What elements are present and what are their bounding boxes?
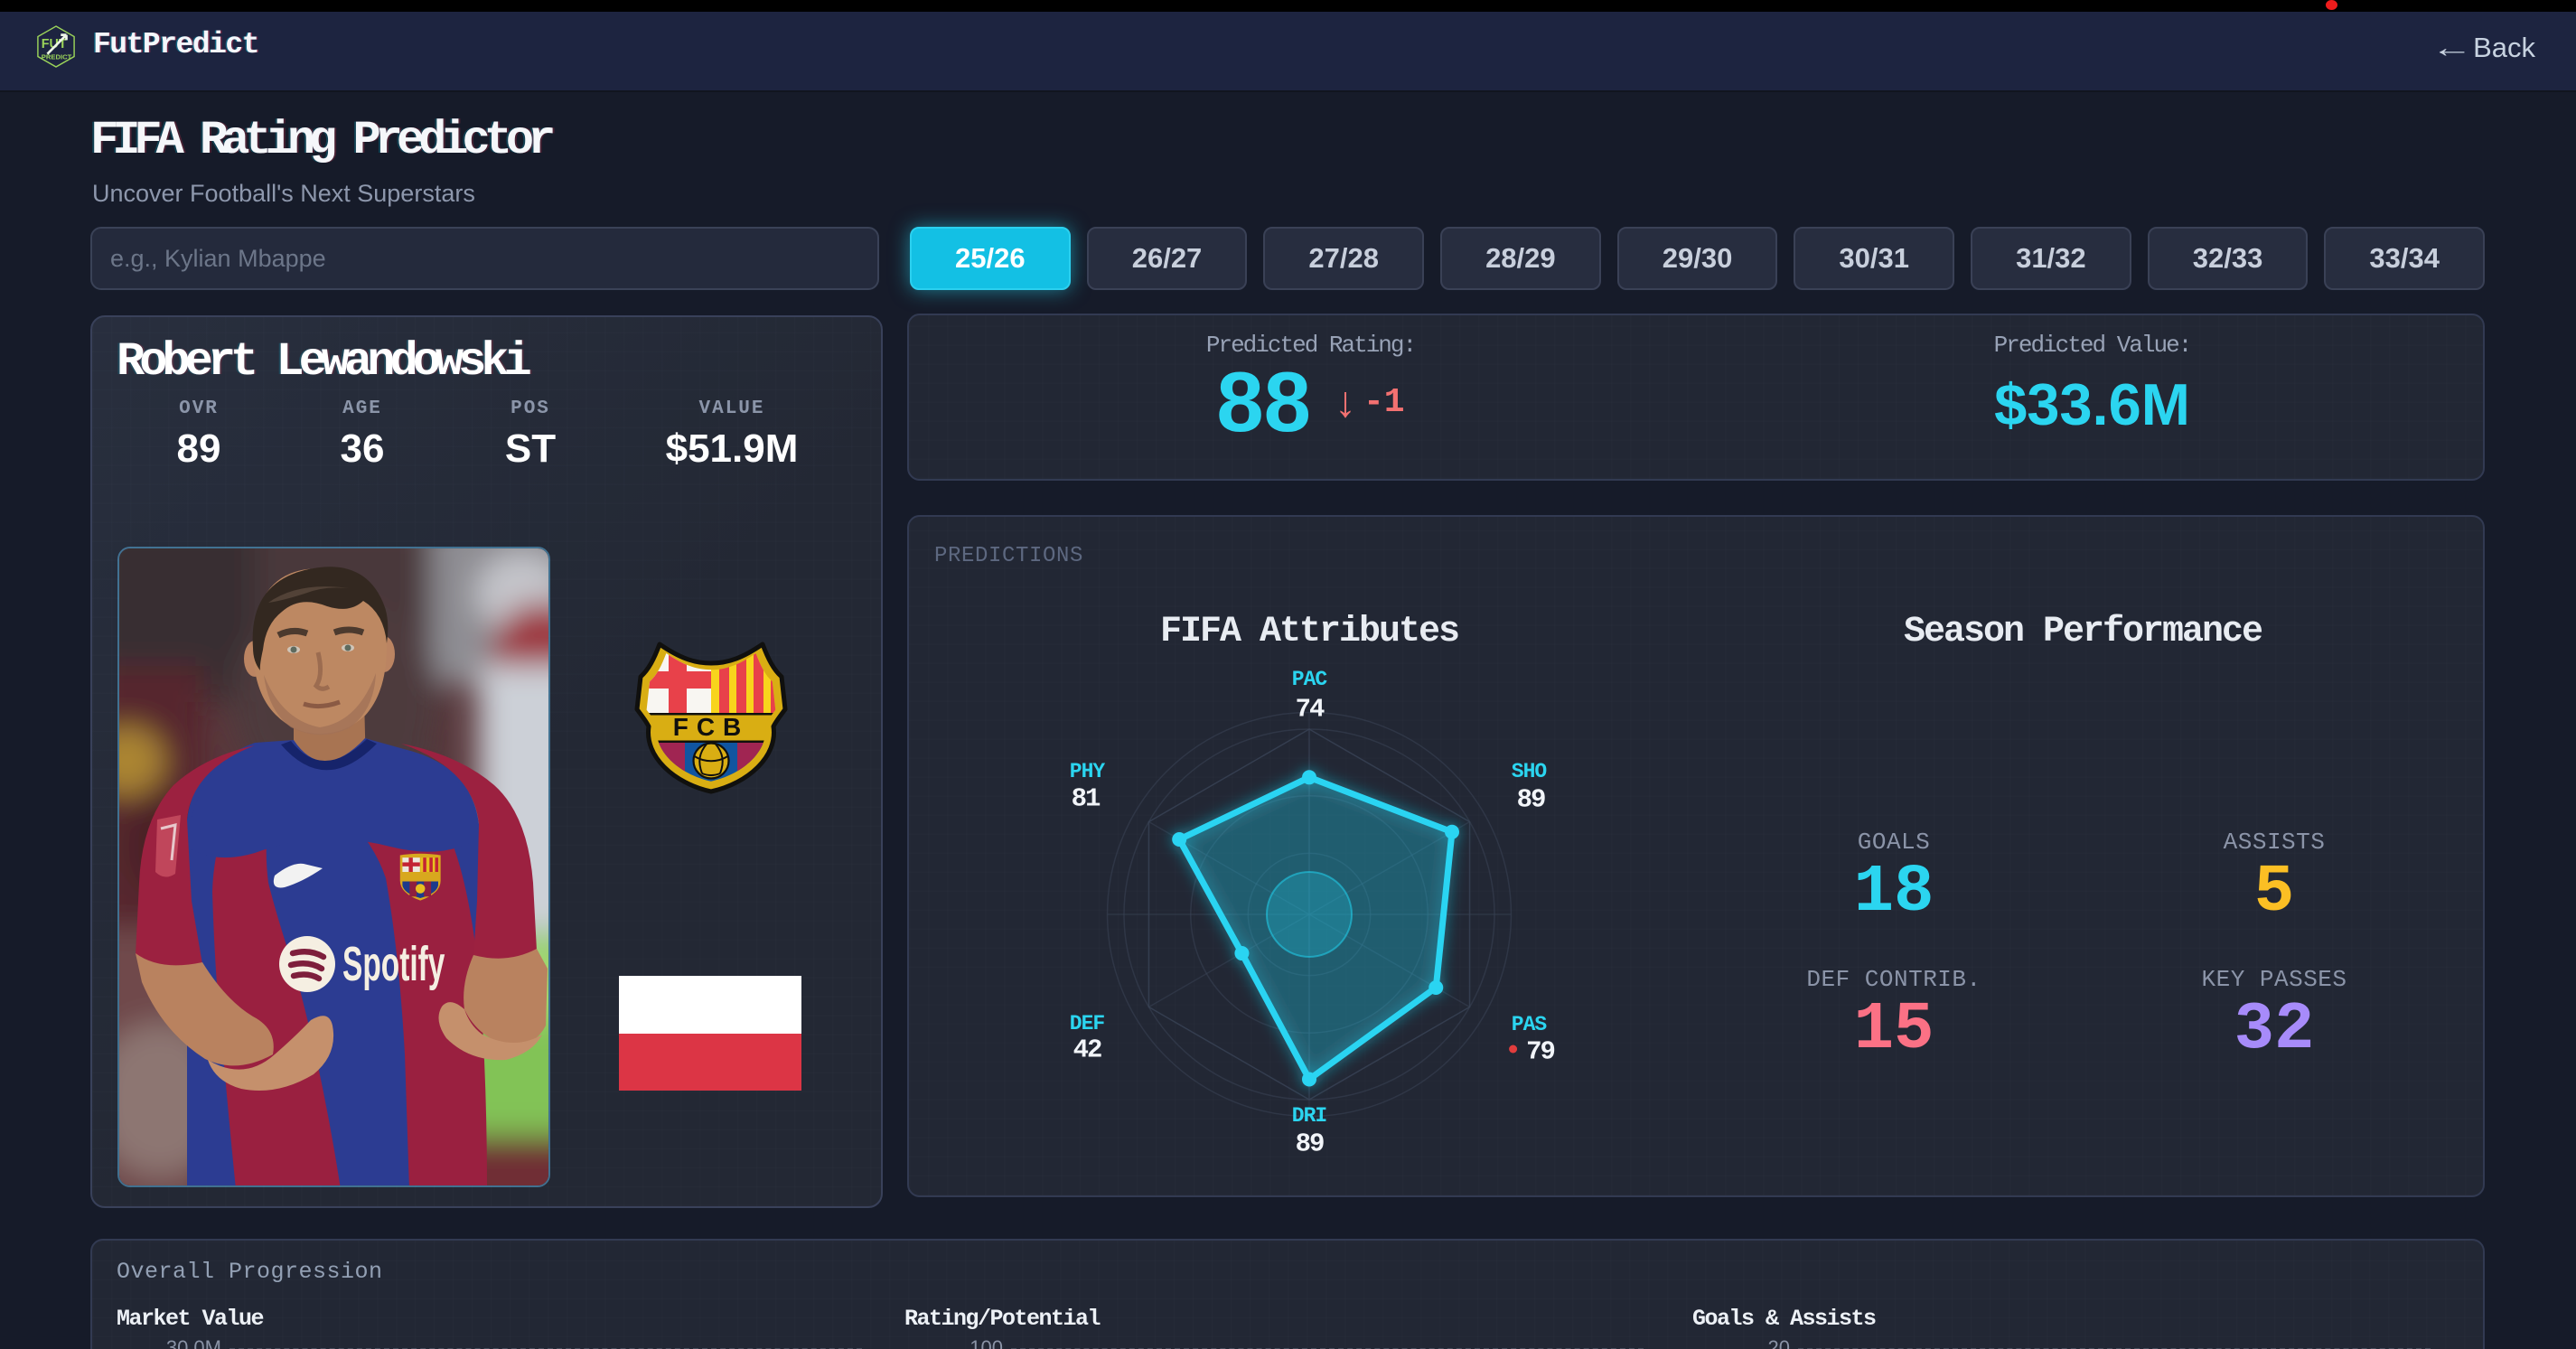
svg-text:FCB: FCB [673,713,750,741]
svg-text:PREDICT: PREDICT [42,52,72,61]
svg-text:Spotify: Spotify [342,936,445,991]
